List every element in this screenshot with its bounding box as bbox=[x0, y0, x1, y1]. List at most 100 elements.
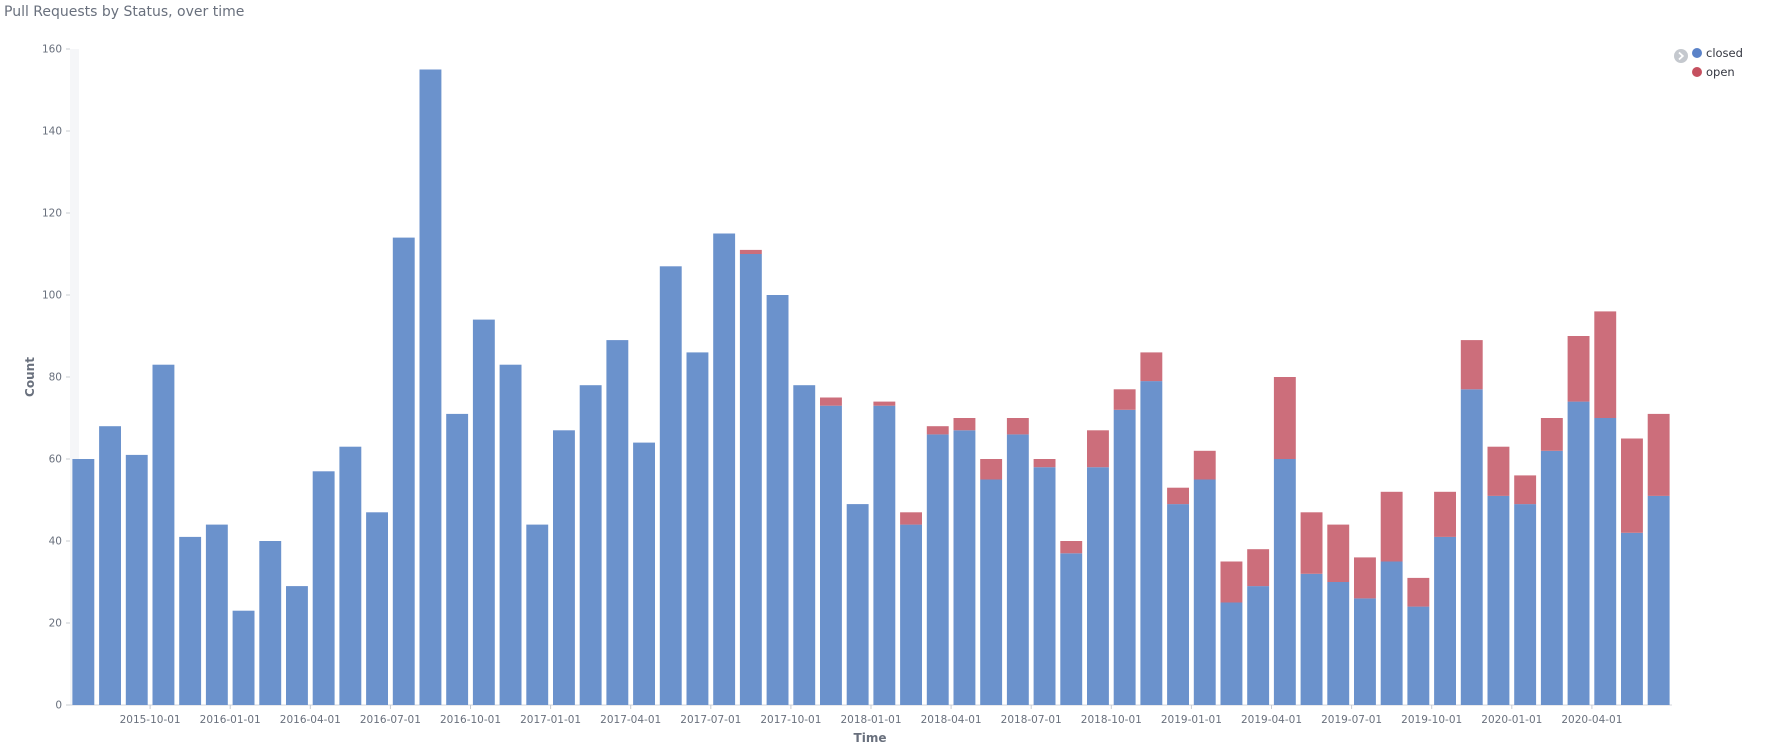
bar-open-2019-10[interactable] bbox=[1434, 491, 1456, 537]
bar-open-2019-08[interactable] bbox=[1380, 491, 1403, 562]
bar-closed-2018-06[interactable] bbox=[1006, 434, 1029, 705]
bar-closed-2018-07[interactable] bbox=[1033, 467, 1056, 705]
bar-open-2018-10[interactable] bbox=[1113, 389, 1136, 410]
bar-closed-2018-03[interactable] bbox=[926, 434, 949, 705]
bar-closed-2020-05[interactable] bbox=[1621, 532, 1643, 705]
bar-closed-2018-05[interactable] bbox=[980, 479, 1003, 706]
bar-closed-2015-08[interactable] bbox=[99, 426, 121, 705]
bar-closed-2018-04[interactable] bbox=[953, 430, 976, 705]
bar-closed-2017-04[interactable] bbox=[633, 442, 655, 705]
bar-closed-2016-04[interactable] bbox=[312, 471, 335, 705]
bar-open-2018-05[interactable] bbox=[980, 459, 1003, 480]
bar-open-2017-11[interactable] bbox=[820, 397, 842, 406]
bar-open-2019-06[interactable] bbox=[1327, 524, 1350, 582]
bar-closed-2016-08[interactable] bbox=[419, 69, 442, 706]
bar-closed-2020-02[interactable] bbox=[1540, 450, 1563, 705]
bar-open-2020-05[interactable] bbox=[1621, 438, 1643, 533]
bar-closed-2015-11[interactable] bbox=[179, 536, 202, 705]
bar-open-2019-03[interactable] bbox=[1247, 549, 1270, 587]
bar-open-2019-07[interactable] bbox=[1354, 557, 1376, 599]
bar-closed-2016-12[interactable] bbox=[526, 524, 549, 705]
bar-closed-2017-10[interactable] bbox=[793, 385, 816, 705]
bar-closed-2017-07[interactable] bbox=[713, 233, 736, 706]
bar-open-2018-04[interactable] bbox=[953, 418, 976, 431]
bar-closed-2019-10[interactable] bbox=[1434, 536, 1456, 705]
bar-closed-2017-08[interactable] bbox=[739, 254, 762, 705]
bar-open-2020-02[interactable] bbox=[1540, 418, 1563, 451]
y-tick-label: 60 bbox=[49, 454, 62, 466]
bar-closed-2018-09[interactable] bbox=[1087, 467, 1109, 705]
x-axis-title: Time bbox=[854, 731, 887, 745]
bar-open-2018-12[interactable] bbox=[1167, 487, 1189, 505]
bar-open-2018-06[interactable] bbox=[1006, 418, 1029, 435]
legend-swatch bbox=[1692, 67, 1702, 77]
legend-item-open[interactable]: open bbox=[1692, 65, 1735, 79]
chart-title: Pull Requests by Status, over time bbox=[4, 4, 245, 20]
bar-closed-2017-12[interactable] bbox=[846, 504, 869, 705]
bar-closed-2019-06[interactable] bbox=[1327, 582, 1350, 705]
bar-closed-2016-09[interactable] bbox=[446, 413, 469, 705]
bar-open-2019-04[interactable] bbox=[1273, 377, 1296, 459]
bar-closed-2019-08[interactable] bbox=[1380, 561, 1403, 706]
bar-closed-2017-05[interactable] bbox=[659, 266, 682, 705]
bar-closed-2015-07[interactable] bbox=[72, 459, 95, 705]
bar-open-2018-09[interactable] bbox=[1087, 430, 1109, 468]
bar-open-2018-03[interactable] bbox=[926, 426, 949, 435]
bar-open-2018-02[interactable] bbox=[900, 512, 922, 525]
bar-closed-2020-04[interactable] bbox=[1594, 418, 1617, 705]
chevron-right-icon[interactable] bbox=[1674, 49, 1688, 63]
bar-closed-2015-10[interactable] bbox=[152, 364, 175, 705]
legend-item-closed[interactable]: closed bbox=[1692, 46, 1743, 60]
bar-closed-2019-03[interactable] bbox=[1247, 586, 1270, 705]
bar-closed-2015-12[interactable] bbox=[205, 524, 228, 705]
bar-closed-2019-02[interactable] bbox=[1220, 602, 1243, 706]
bar-open-2020-03[interactable] bbox=[1567, 336, 1590, 402]
bar-closed-2016-10[interactable] bbox=[472, 319, 495, 705]
bar-closed-2020-06[interactable] bbox=[1647, 495, 1670, 705]
bar-closed-2016-01[interactable] bbox=[232, 610, 255, 705]
bar-closed-2018-02[interactable] bbox=[900, 524, 922, 705]
bar-closed-2019-11[interactable] bbox=[1460, 389, 1483, 705]
legend-toggle-button[interactable] bbox=[1674, 49, 1688, 63]
bar-open-2019-12[interactable] bbox=[1487, 446, 1510, 496]
bar-closed-2018-08[interactable] bbox=[1060, 553, 1083, 705]
bar-closed-2016-05[interactable] bbox=[339, 446, 362, 705]
bar-closed-2017-02[interactable] bbox=[579, 385, 602, 705]
bar-closed-2017-03[interactable] bbox=[606, 340, 629, 705]
bar-open-2017-08[interactable] bbox=[739, 249, 762, 254]
bar-closed-2019-05[interactable] bbox=[1300, 573, 1323, 705]
bar-open-2019-01[interactable] bbox=[1193, 450, 1216, 480]
bar-closed-2019-09[interactable] bbox=[1407, 606, 1430, 705]
bar-closed-2017-09[interactable] bbox=[766, 295, 789, 705]
bar-closed-2018-01[interactable] bbox=[873, 405, 896, 705]
bar-closed-2019-04[interactable] bbox=[1273, 459, 1296, 705]
bar-open-2020-06[interactable] bbox=[1647, 413, 1670, 496]
bar-closed-2017-01[interactable] bbox=[553, 430, 575, 705]
bar-closed-2018-10[interactable] bbox=[1113, 409, 1136, 705]
bar-closed-2016-06[interactable] bbox=[366, 512, 388, 705]
bar-open-2018-07[interactable] bbox=[1033, 459, 1056, 468]
bar-closed-2019-07[interactable] bbox=[1354, 598, 1376, 705]
bar-open-2018-08[interactable] bbox=[1060, 541, 1083, 554]
bar-open-2019-11[interactable] bbox=[1460, 340, 1483, 390]
bar-closed-2016-02[interactable] bbox=[259, 541, 282, 705]
bar-open-2019-02[interactable] bbox=[1220, 561, 1243, 603]
bar-open-2020-04[interactable] bbox=[1594, 311, 1617, 418]
bar-open-2018-11[interactable] bbox=[1140, 352, 1163, 382]
bar-closed-2020-01[interactable] bbox=[1514, 504, 1537, 705]
bar-closed-2019-01[interactable] bbox=[1193, 479, 1216, 706]
bar-open-2018-01[interactable] bbox=[873, 401, 896, 406]
bar-open-2019-09[interactable] bbox=[1407, 577, 1430, 607]
bar-closed-2017-06[interactable] bbox=[686, 352, 709, 705]
bar-closed-2018-11[interactable] bbox=[1140, 381, 1163, 705]
bar-closed-2020-03[interactable] bbox=[1567, 401, 1590, 705]
bar-open-2019-05[interactable] bbox=[1300, 512, 1323, 574]
bar-closed-2016-11[interactable] bbox=[499, 364, 522, 705]
bar-closed-2015-09[interactable] bbox=[125, 454, 148, 705]
bar-closed-2017-11[interactable] bbox=[820, 405, 842, 705]
bar-closed-2019-12[interactable] bbox=[1487, 495, 1510, 705]
bar-closed-2016-03[interactable] bbox=[286, 586, 308, 705]
bar-closed-2018-12[interactable] bbox=[1167, 504, 1189, 705]
bar-open-2020-01[interactable] bbox=[1514, 475, 1537, 505]
bar-closed-2016-07[interactable] bbox=[392, 237, 415, 705]
